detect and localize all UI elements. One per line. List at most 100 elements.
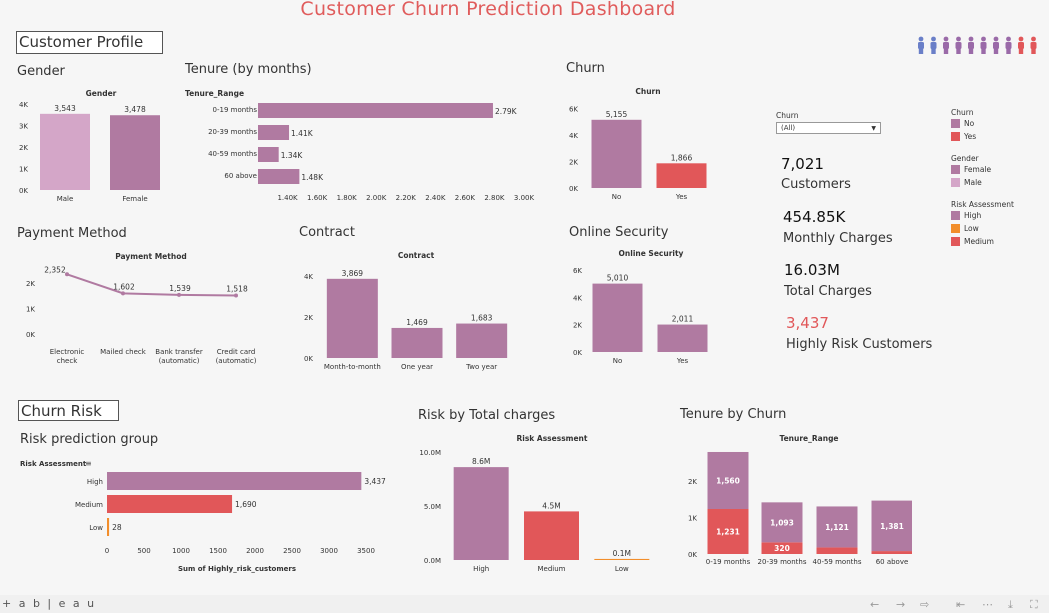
churn-filter[interactable]: Churn (All) ▼ — [776, 111, 936, 134]
bar-segment-no — [871, 500, 912, 552]
y-tick-label: 4K — [304, 273, 313, 281]
security-panel-title: Online Security — [569, 225, 669, 240]
bar-segment-no — [761, 502, 803, 543]
payment-chart: Payment Method 2K 1K 0K 2,352 1,602 1,539 1,518… — [26, 252, 257, 365]
y-tick-label: 0K — [304, 355, 313, 363]
churn-filter-value: (All) — [781, 124, 796, 132]
y-tick-label: 5.0M — [424, 503, 441, 511]
chart-title: Churn — [635, 87, 660, 96]
legend-swatch — [951, 165, 960, 174]
payment-panel-title: Payment Method — [17, 226, 127, 241]
bar-value-label: 1.48K — [301, 173, 324, 182]
bar — [592, 283, 643, 352]
revert-icon[interactable]: ⇨ — [920, 598, 930, 611]
y-tick-label: 20-39 months — [208, 128, 257, 136]
contract-panel-title: Contract — [299, 225, 355, 240]
bar-value-label: 3,478 — [124, 105, 146, 114]
risk-group-panel-title: Risk prediction group — [20, 432, 159, 447]
y-tick-label: 40-59 months — [208, 150, 257, 158]
section-churn-risk: Churn Risk — [18, 400, 119, 421]
x-tick-label: Male — [57, 195, 74, 203]
section-customer-profile: Customer Profile — [16, 31, 163, 54]
bar-value-label: 1,690 — [235, 500, 257, 509]
chart-header: Tenure_Range — [185, 89, 244, 98]
x-tick-label: 60 above — [876, 558, 909, 566]
risk-charges-chart: Risk Assessment 10.0M 5.0M 0.0M 8.6M High 4.5M… — [419, 434, 650, 573]
person-icon — [930, 36, 937, 54]
tableau-toolbar — [0, 595, 1049, 613]
y-tick-label: Medium — [75, 501, 103, 509]
fullscreen-icon[interactable]: ⛶ — [1030, 598, 1038, 611]
x-tick-label: Credit card (automatic) — [216, 348, 257, 365]
bar-value-label: 320 — [774, 544, 790, 553]
bar — [453, 467, 509, 560]
kpi-customers-value: 7,021 — [781, 155, 824, 173]
gender-chart: Gender 4K 3K 2K 1K 0K 3,543 Male 3,478 Female — [19, 89, 160, 203]
y-tick-label: 0K — [688, 551, 697, 559]
x-tick-label: 3500 — [357, 547, 375, 555]
x-tick-label: 1.80K — [337, 194, 358, 202]
y-tick-label: 6K — [573, 267, 582, 275]
tableau-logo[interactable]: + a b | e a u — [2, 597, 97, 610]
legend-item[interactable]: Medium — [951, 235, 1046, 248]
undo-icon[interactable]: ← — [870, 598, 880, 611]
legend-item[interactable]: Male — [951, 176, 1046, 189]
y-tick-label: 2K — [569, 159, 578, 167]
x-tick-label: 1500 — [209, 547, 227, 555]
legend-label: High — [964, 211, 982, 220]
x-tick-label: No — [612, 193, 622, 201]
churn-panel-title: Churn — [566, 61, 605, 76]
x-tick-label: Medium — [538, 565, 566, 573]
x-tick-label: Yes — [676, 357, 689, 365]
legend-item[interactable]: Yes — [951, 130, 1046, 143]
person-icon — [1005, 36, 1012, 54]
share-icon[interactable]: ⋯ — [982, 598, 993, 611]
x-tick-label: Two year — [465, 363, 497, 371]
y-tick-label: 0K — [19, 187, 28, 195]
person-icon — [918, 36, 924, 54]
bar — [456, 323, 508, 358]
x-tick-label: Month-to-month — [324, 363, 381, 371]
bar-value-label: 1.34K — [281, 151, 304, 160]
bar-segment-yes — [816, 547, 858, 554]
tenure-churn-chart: Tenure_Range 2K 1K 0K 1,560 1,231 0-19 months 1… — [688, 434, 912, 566]
y-tick-label: 60 above — [224, 172, 257, 180]
y-tick-label: 2K — [573, 322, 582, 330]
risk-charges-panel-title: Risk by Total charges — [418, 408, 556, 423]
churn-filter-select[interactable]: (All) ▼ — [776, 122, 881, 134]
bar — [107, 518, 110, 536]
bar-value-label: 3,543 — [54, 104, 76, 113]
legend-item[interactable]: High — [951, 209, 1046, 222]
y-tick-label: 10.0M — [419, 449, 441, 457]
walking-person-icon — [1018, 36, 1024, 54]
chart-title: Gender — [86, 89, 117, 98]
bar — [656, 163, 707, 188]
bar-segment-yes — [761, 542, 803, 554]
legend-label: Low — [964, 224, 979, 233]
series-line — [66, 273, 237, 297]
x-tick-label: 2.80K — [484, 194, 505, 202]
data-point — [121, 291, 125, 296]
legend-label: Medium — [964, 237, 994, 246]
redo-icon[interactable]: → — [896, 598, 906, 611]
dashboard-title: Customer Churn Prediction Dashboard — [300, 0, 676, 20]
legend-item[interactable]: Low — [951, 222, 1046, 235]
chart-title: Tenure_Range — [779, 434, 838, 443]
bar — [524, 511, 579, 560]
bar — [258, 169, 300, 184]
reset-icon[interactable]: ⇤ — [956, 598, 966, 611]
x-tick-label: 2.20K — [396, 194, 417, 202]
x-tick-label: Electronic check — [50, 348, 85, 365]
data-point — [65, 272, 69, 277]
x-tick-label: 2000 — [246, 547, 264, 555]
download-icon[interactable]: ⤓ — [1008, 598, 1013, 611]
y-tick-label: 0K — [569, 185, 578, 193]
bar — [657, 324, 708, 352]
legend-item[interactable]: Female — [951, 163, 1046, 176]
legend-swatch — [951, 178, 960, 187]
bar-value-label: 4.5M — [542, 501, 560, 510]
security-chart: Online Security 6K 4K 2K 0K 5,010 No 2,011 Yes — [573, 249, 708, 365]
point-value-label: 2,352 — [44, 265, 66, 274]
tenure-chart: Tenure_Range 0-19 months 2.79K 20-39 months… — [185, 89, 534, 202]
legend-item[interactable]: No — [951, 117, 1046, 130]
